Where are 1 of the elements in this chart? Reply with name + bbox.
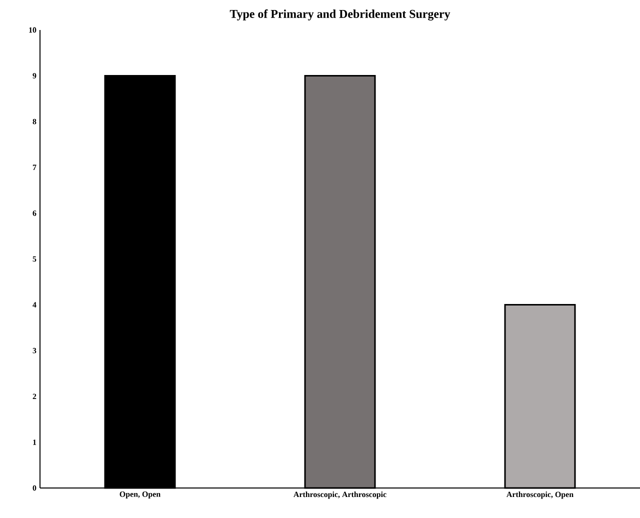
chart-title: Type of Primary and Debridement Surgery (230, 9, 450, 20)
